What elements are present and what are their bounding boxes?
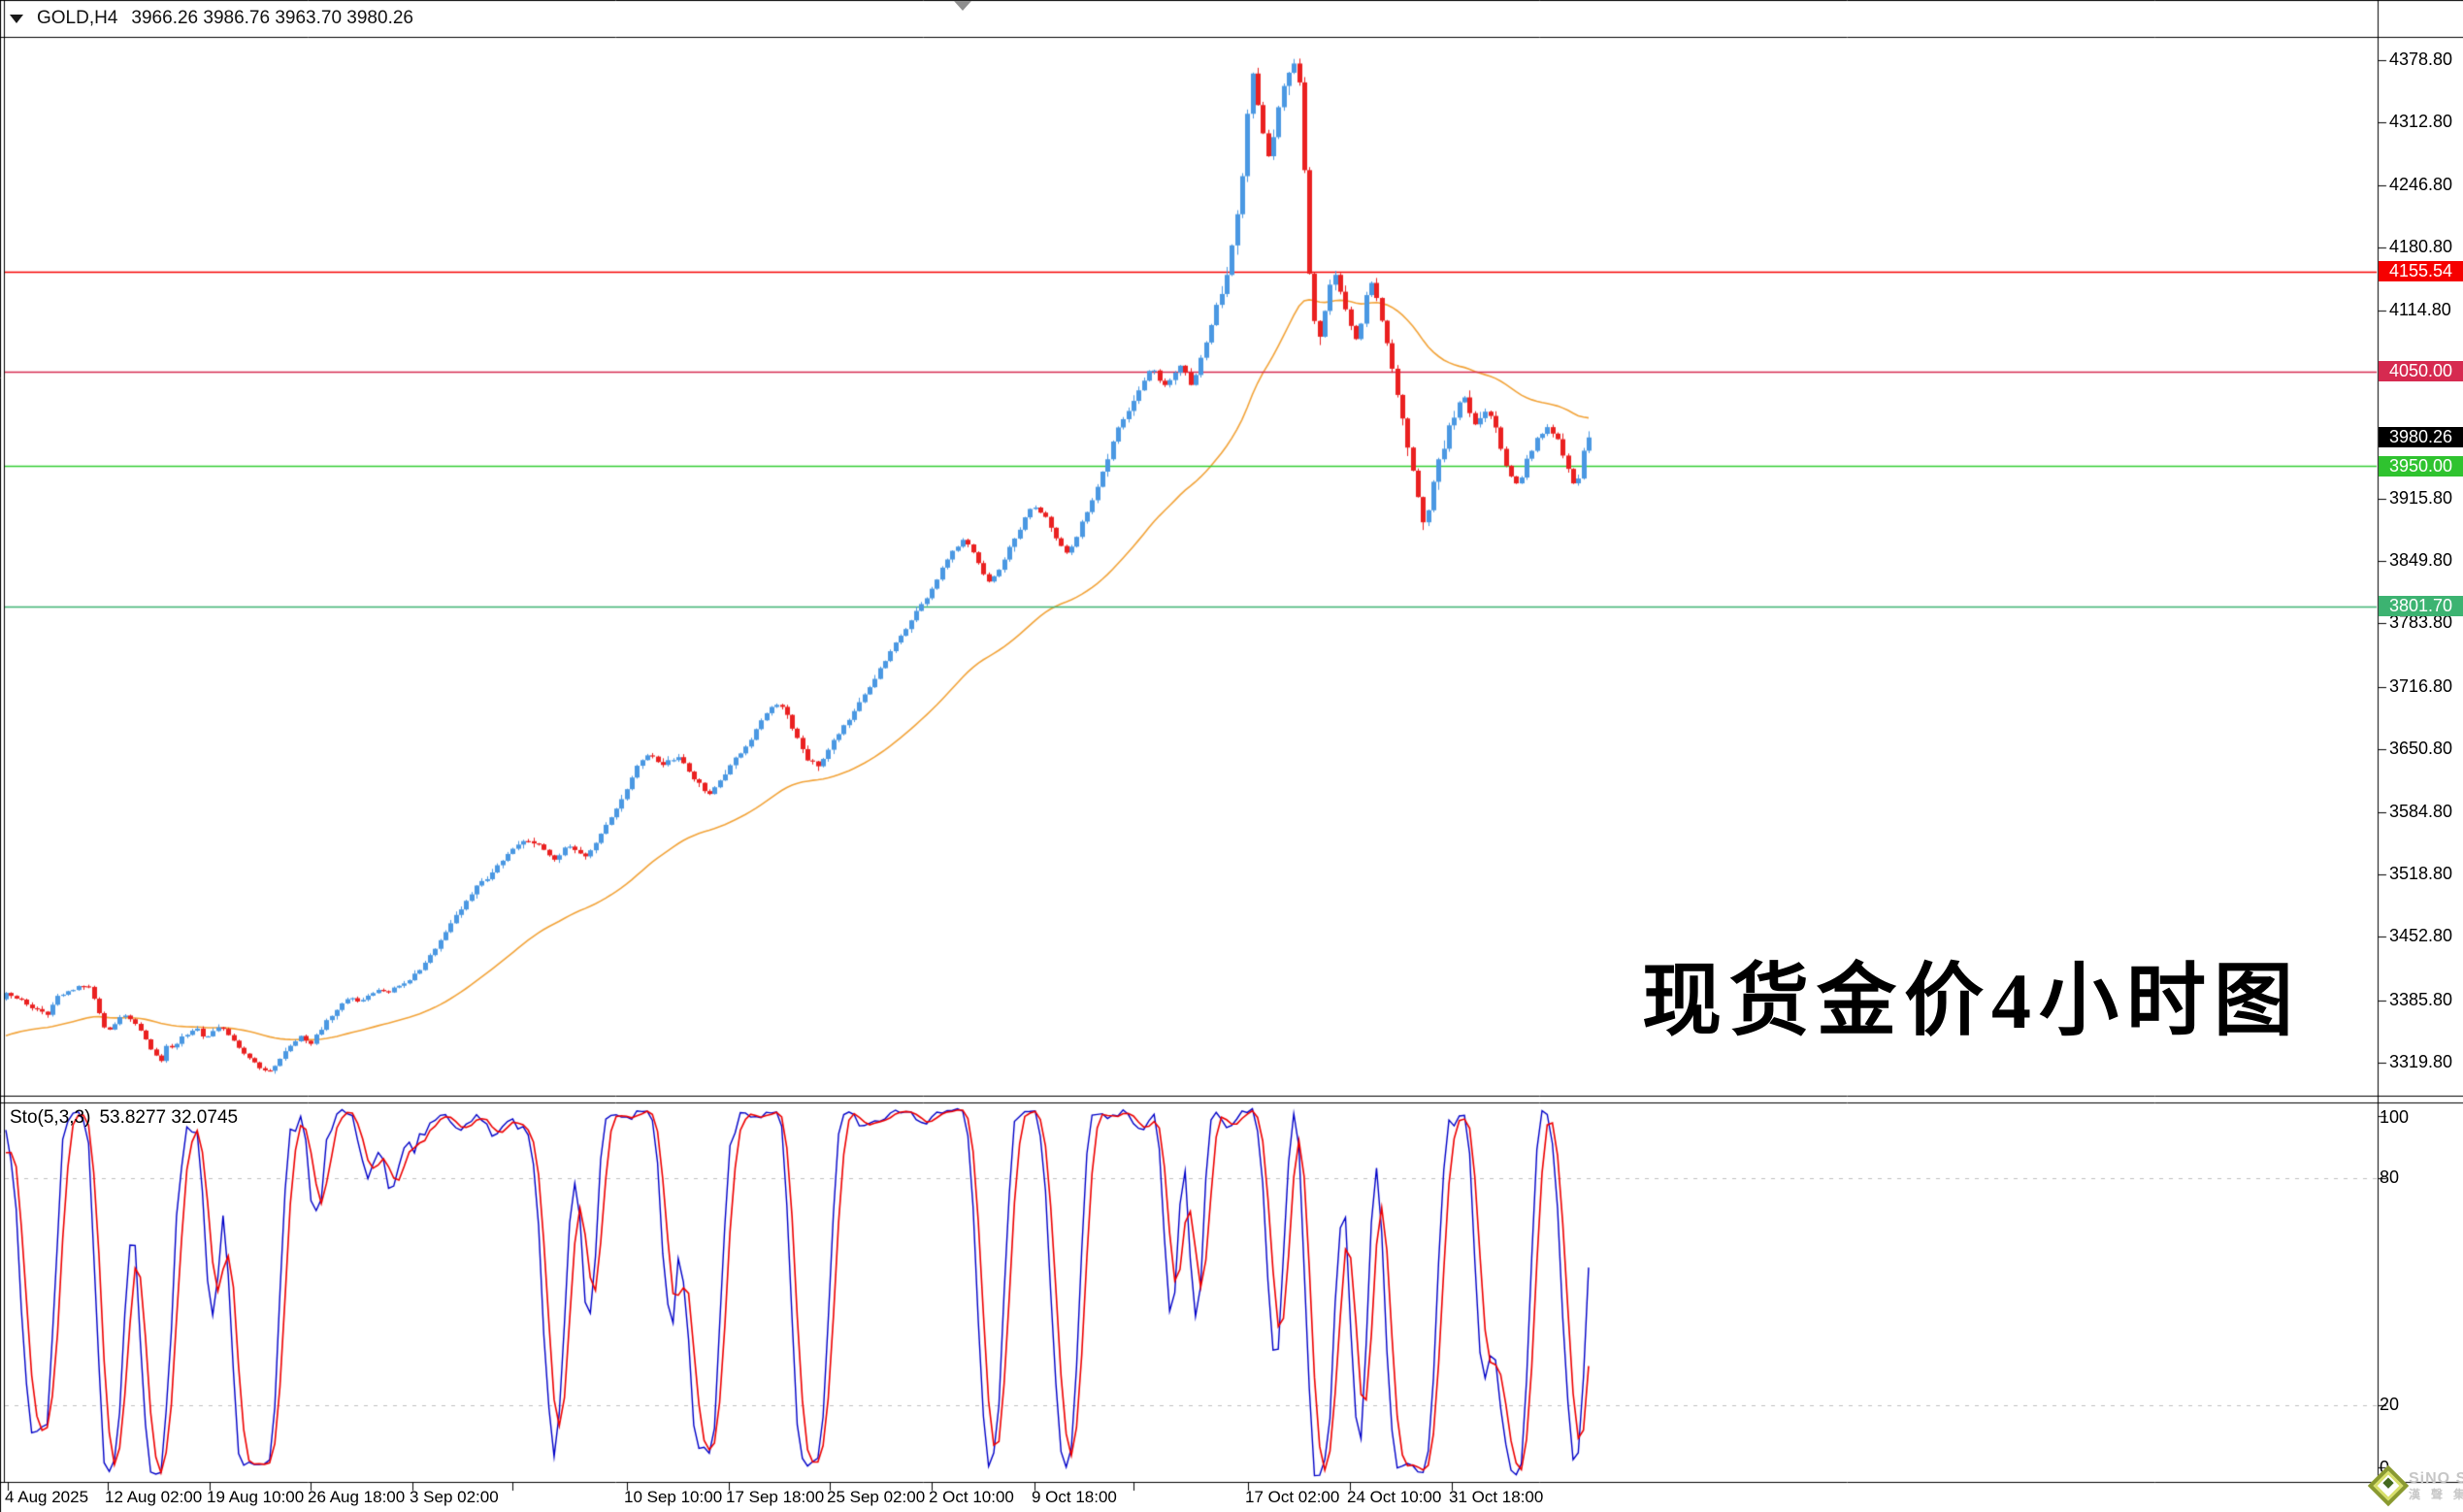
stochastic-name: Sto(5,3,3) <box>10 1107 91 1128</box>
price-axis-tick-label: 3849.80 <box>2389 550 2453 570</box>
time-axis-label: 2 Oct 10:00 <box>929 1488 1014 1506</box>
time-axis-label: 24 Oct 10:00 <box>1347 1488 1442 1506</box>
price-axis-tick-label: 3650.80 <box>2389 739 2453 759</box>
price-axis-tick-label: 3385.80 <box>2389 989 2453 1009</box>
price-level-badge-value: 3950.00 <box>2389 455 2453 476</box>
price-level-badge: 4050.00 <box>2379 361 2463 382</box>
time-axis-label: 9 Oct 18:00 <box>1032 1488 1117 1506</box>
price-level-badge-value: 3801.70 <box>2389 596 2453 616</box>
chart-title: GOLD,H4 3966.26 3986.76 3963.70 3980.26 <box>10 8 413 29</box>
time-axis-label: 12 Aug 02:00 <box>105 1488 203 1506</box>
price-level-badge-value: 4155.54 <box>2389 261 2453 281</box>
time-axis-label: 10 Sep 10:00 <box>624 1488 723 1506</box>
price-axis-tick-label: 3452.80 <box>2389 926 2453 946</box>
price-level-badge: 3801.70 <box>2379 596 2463 617</box>
broker-logo: SiNO SOUND 漢 聲 集 團 <box>2367 1464 2463 1507</box>
price-axis-tick-label: 4180.80 <box>2389 237 2453 257</box>
price-level-badge-value: 3980.26 <box>2389 427 2453 447</box>
stochastic-axis-label: 100 <box>2380 1107 2410 1127</box>
stochastic-axis-label: 20 <box>2380 1395 2400 1414</box>
time-axis-label: 4 Aug 2025 <box>5 1488 89 1506</box>
stochastic-axis-label: 80 <box>2380 1167 2400 1187</box>
time-axis-label: 3 Sep 02:00 <box>410 1488 499 1506</box>
price-level-badge: 4155.54 <box>2379 261 2463 282</box>
stochastic-values: 53.8277 32.0745 <box>99 1107 239 1128</box>
chart-watermark: 现货金价4小时图 <box>1642 957 2302 1045</box>
price-axis-tick-label: 4312.80 <box>2389 112 2453 132</box>
price-axis-tick-label: 3783.80 <box>2389 612 2453 633</box>
price-axis-tick-label: 3518.80 <box>2389 863 2453 883</box>
broker-logo-diamond-icon <box>2367 1464 2410 1507</box>
stochastic-indicator-label: Sto(5,3,3) 53.8277 32.0745 <box>10 1107 238 1129</box>
price-axis-tick-label: 4114.80 <box>2389 299 2451 319</box>
time-axis-label: 25 Sep 02:00 <box>827 1488 926 1506</box>
symbol-timeframe: GOLD,H4 <box>37 8 118 28</box>
price-level-badge: 3950.00 <box>2379 455 2463 477</box>
time-axis-label: 19 Aug 10:00 <box>207 1488 305 1506</box>
price-axis-tick-label: 3716.80 <box>2389 675 2453 696</box>
price-axis-tick-label: 4246.80 <box>2389 174 2453 194</box>
price-axis-tick-label: 3319.80 <box>2389 1052 2453 1071</box>
price-level-badge-value: 4050.00 <box>2389 361 2453 381</box>
broker-logo-cn: 漢 聲 集 團 <box>2409 1488 2463 1501</box>
broker-logo-name: SiNO SOUND <box>2409 1470 2463 1487</box>
price-level-badge: 3980.26 <box>2379 427 2463 448</box>
price-axis-tick-label: 3915.80 <box>2389 487 2453 508</box>
ohlc-readout: 3966.26 3986.76 3963.70 3980.26 <box>131 8 413 28</box>
time-axis-label: 17 Oct 02:00 <box>1245 1488 1340 1506</box>
time-axis-label: 31 Oct 18:00 <box>1449 1488 1544 1506</box>
time-axis-label: 17 Sep 18:00 <box>726 1488 825 1506</box>
symbol-dropdown-icon[interactable] <box>10 14 23 23</box>
time-axis-label: 26 Aug 18:00 <box>308 1488 406 1506</box>
price-axis-tick-label: 3584.80 <box>2389 801 2453 821</box>
chart-shift-marker-icon[interactable] <box>954 1 971 11</box>
price-axis-tick-label: 4378.80 <box>2389 49 2453 69</box>
